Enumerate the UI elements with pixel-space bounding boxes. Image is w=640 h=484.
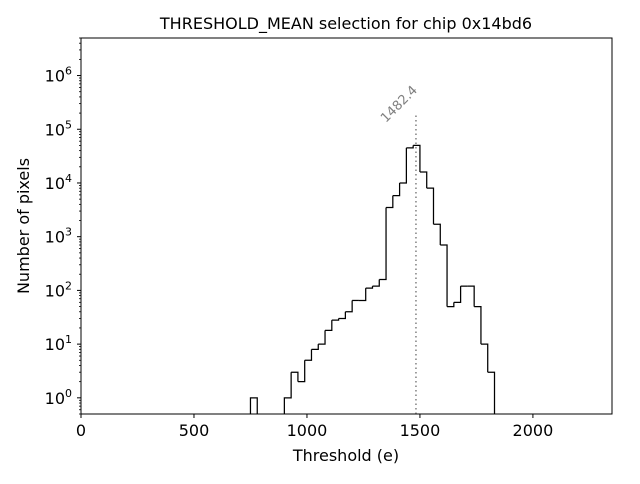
histogram-bin [487, 371, 496, 414]
histogram-bin [297, 360, 306, 383]
y-axis-label: Number of pixels [14, 158, 33, 294]
histogram-bin [379, 207, 387, 281]
histogram-bin [283, 372, 292, 414]
x-axis-ticks: 0 500 1000 1500 2000 [76, 414, 553, 440]
y-tick-label: 100 [45, 387, 72, 408]
histogram-layer [249, 144, 496, 414]
histogram-bin [447, 302, 455, 308]
x-tick-label: 1500 [400, 421, 441, 440]
histogram-bin [291, 371, 299, 382]
histogram-bin [474, 305, 482, 345]
histogram-bin [372, 279, 380, 287]
x-tick-label: 1000 [287, 421, 328, 440]
plot-frame [80, 37, 613, 415]
histogram-bin [345, 300, 353, 313]
histogram-bin [467, 285, 475, 307]
histogram-bin [249, 397, 258, 414]
histogram-bin [311, 344, 319, 350]
annotation-label: 1482.4 [378, 83, 421, 126]
histogram-bin [386, 195, 394, 209]
histogram-bin [419, 171, 428, 189]
x-tick-label: 2000 [513, 421, 554, 440]
y-tick-label: 106 [45, 65, 72, 86]
histogram-bin [318, 330, 326, 345]
y-tick-label: 104 [45, 172, 72, 193]
annotation-layer: 1482.4 [378, 83, 421, 414]
y-axis-ticks: 100 101 102 103 104 105 106 [45, 37, 81, 415]
x-tick-label: 500 [179, 421, 210, 440]
histogram-bin [480, 343, 489, 373]
x-axis-label: Threshold (e) [292, 446, 399, 465]
histogram-bin [338, 311, 346, 320]
histogram-bin [453, 286, 462, 303]
histogram-bin [304, 349, 313, 361]
histogram-bin [331, 318, 340, 321]
histogram-bin [365, 286, 374, 289]
histogram-bin [440, 244, 448, 307]
y-tick-label: 101 [45, 333, 72, 354]
histogram-bin [392, 182, 401, 197]
histogram-bin [433, 223, 441, 246]
histogram-bin [399, 147, 408, 184]
histogram-bin [325, 320, 333, 332]
x-tick-label: 0 [76, 421, 86, 440]
y-tick-label: 102 [45, 279, 72, 300]
chart-title: THRESHOLD_MEAN selection for chip 0x14bd… [159, 14, 532, 34]
y-tick-label: 103 [45, 226, 72, 247]
histogram-bin [406, 145, 414, 149]
histogram-bin [358, 288, 367, 302]
y-tick-label: 105 [45, 118, 72, 139]
histogram-bin [413, 144, 421, 173]
histogram-bin [426, 187, 435, 225]
